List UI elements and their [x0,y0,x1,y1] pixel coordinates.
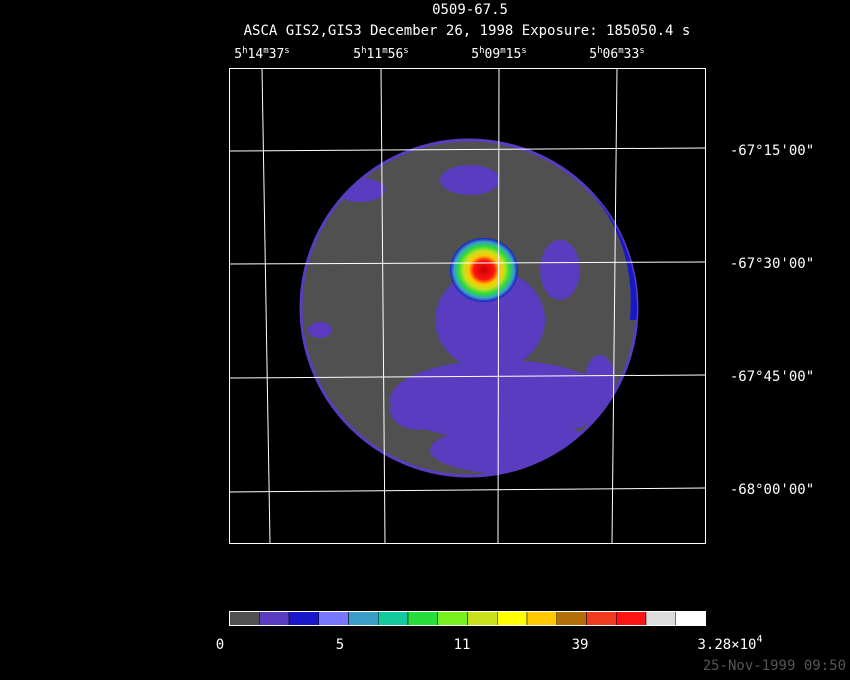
ra-unit: s [284,46,289,56]
ra-number: 5 [471,47,479,62]
colorbar-frame [229,611,706,626]
ra-unit: h [242,46,247,56]
ra-unit: m [263,46,268,56]
colorbar-segment [616,611,647,626]
colorbar-labels: 0 5 11 39 3.28×104 [216,634,763,653]
exponent: 4 [756,634,762,645]
ra-unit: m [618,46,623,56]
colorbar-segment [675,611,706,626]
title: 0509-67.5 [432,2,508,18]
ra-unit: s [639,46,644,56]
timestamp: 25-Nov-1999 09:50 [703,658,846,674]
xray-image [299,138,639,478]
ra-number: 06 [603,47,619,62]
ra-unit: m [382,46,387,56]
frame [229,68,706,544]
subtitle: ASCA GIS2,GIS3 December 26, 1998 Exposur… [244,23,691,39]
mantissa: 3.28×10 [697,637,756,653]
dec-label: -67°30'00" [730,256,814,272]
dec-labels: -67°15'00" -67°30'00" -67°45'00" -68°00'00" [730,143,814,498]
coordinate-grid [228,67,706,544]
ra-unit: s [403,46,408,56]
colorbar-segment [526,611,557,626]
colorbar-segment [437,611,468,626]
ra-number: 15 [506,47,522,62]
dec-label: -67°45'00" [730,369,814,385]
ra-unit: s [521,46,526,56]
ra-number: 5 [589,47,597,62]
colorbar [229,611,706,626]
colorbar-segment [348,611,379,626]
colorbar-label: 3.28×104 [697,634,762,653]
ra-unit: h [597,46,602,56]
ra-number: 33 [624,47,640,62]
ra-number: 5 [234,47,242,62]
source [450,238,518,302]
ra-number: 5 [353,47,361,62]
ra-label: 5h11m56s [353,46,408,62]
colorbar-label: 11 [454,637,471,653]
colorbar-segment [467,611,498,626]
ra-unit: h [479,46,484,56]
ra-label: 5h06m33s [589,46,644,62]
ra-number: 11 [367,47,383,62]
ra-label: 5h14m37s [234,46,289,62]
dec-label: -68°00'00" [730,482,814,498]
colorbar-segment [229,611,260,626]
dec-label: -67°15'00" [730,143,814,159]
ra-number: 14 [248,47,264,62]
colorbar-label: 39 [572,637,589,653]
colorbar-label: 5 [336,637,344,653]
colorbar-segment [259,611,290,626]
colorbar-segment [378,611,409,626]
ra-number: 37 [269,47,285,62]
ra-unit: m [500,46,505,56]
colorbar-label: 0 [216,637,224,653]
colorbar-segment [645,611,676,626]
colorbar-segment [318,611,349,626]
ra-number: 56 [388,47,404,62]
colorbar-segment [586,611,617,626]
colorbar-segment [556,611,587,626]
ra-labels: 5h14m37s 5h11m56s 5h09m15s 5h06m33s [234,46,644,62]
ra-label: 5h09m15s [471,46,526,62]
colorbar-segment [407,611,438,626]
ra-number: 09 [485,47,501,62]
colorbar-segment [288,611,319,626]
ra-unit: h [361,46,366,56]
colorbar-segment [497,611,528,626]
